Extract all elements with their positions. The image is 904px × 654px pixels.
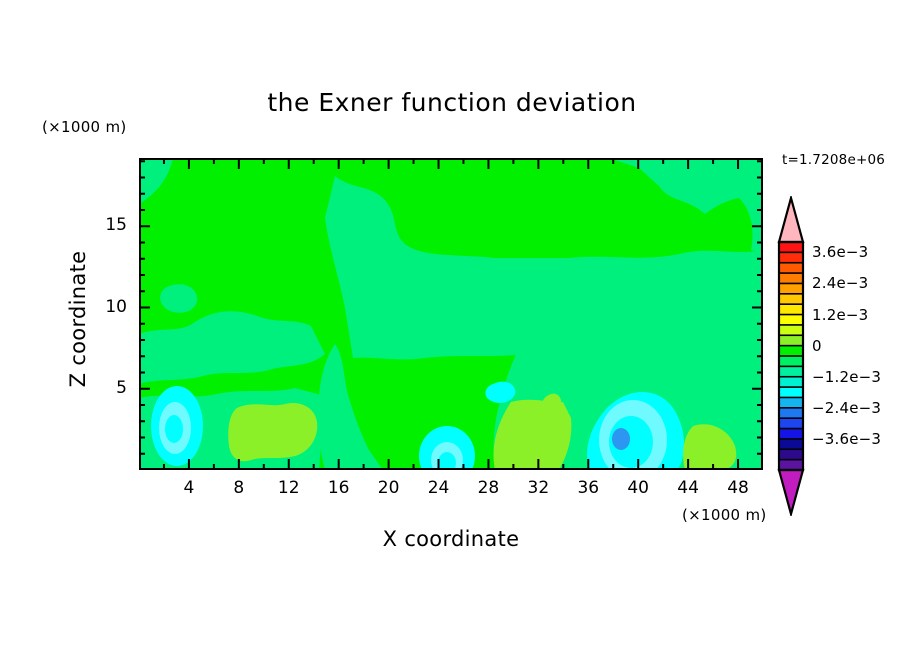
colorbar-tick-label: 1.2e−3 xyxy=(812,305,869,324)
x-tick-label: 4 xyxy=(183,478,195,498)
colorbar-band xyxy=(778,272,804,285)
page-title: the Exner function deviation xyxy=(267,88,637,117)
colorbar-band xyxy=(778,355,804,368)
colorbar-band xyxy=(778,282,804,296)
colorbar-band xyxy=(778,334,804,347)
colorbar-band xyxy=(778,386,804,399)
x-tick-label: 32 xyxy=(527,478,550,498)
x-tick-label: 16 xyxy=(327,478,350,498)
cold-core-marker xyxy=(612,428,630,450)
x-tick-label: 20 xyxy=(377,478,400,498)
colorbar-band xyxy=(778,261,804,275)
x-tick-label: 44 xyxy=(677,478,699,498)
colorbar-under-arrow xyxy=(777,468,805,519)
x-tick-label: 36 xyxy=(577,478,600,498)
x-tick-label: 48 xyxy=(727,478,749,498)
y-tick-label: 15 xyxy=(105,215,127,236)
colorbar-tick-label: −1.2e−3 xyxy=(812,367,882,386)
colorbar-band xyxy=(778,241,804,254)
colorbar-tick-label: −2.4e−3 xyxy=(812,398,882,417)
x-axis-title: X coordinate xyxy=(382,527,520,551)
x-tick-label: 24 xyxy=(427,478,450,498)
colorbar-tick-label: 3.6e−3 xyxy=(812,243,869,262)
colorbar-band xyxy=(778,407,804,420)
colorbar-band xyxy=(778,438,804,451)
colorbar-over-arrow xyxy=(777,193,805,244)
plot-frame xyxy=(139,158,763,470)
colorbar-swatches xyxy=(777,193,805,519)
colorbar-band xyxy=(778,375,804,389)
colorbar-band xyxy=(778,458,804,472)
colorbar-band xyxy=(778,324,804,337)
colorbar-tick-label: 0 xyxy=(812,336,822,355)
colorbar[interactable] xyxy=(776,193,806,519)
x-tick-label: 8 xyxy=(233,478,245,498)
contour-field xyxy=(139,158,763,470)
colorbar-band xyxy=(778,448,804,461)
colorbar-band xyxy=(778,344,804,358)
y-tick-label: 5 xyxy=(116,377,127,398)
y-tick-label: 10 xyxy=(105,296,127,317)
x-tick-label: 28 xyxy=(477,478,500,498)
y-axis-unit-label: (×1000 m) xyxy=(42,118,127,136)
colorbar-band xyxy=(778,251,804,264)
colorbar-band xyxy=(778,313,804,327)
colorbar-outline xyxy=(777,240,805,472)
colorbar-band xyxy=(778,417,804,430)
colorbar-tick-label: −3.6e−3 xyxy=(812,429,882,448)
colorbar-band xyxy=(778,396,804,410)
x-tick-label: 40 xyxy=(627,478,649,498)
colorbar-band xyxy=(778,303,804,316)
contour-band-pos1 xyxy=(228,393,737,470)
x-axis-unit-label: (×1000 m) xyxy=(682,506,767,524)
colorbar-band xyxy=(778,365,804,378)
timestamp-label: t=1.7208e+06 xyxy=(782,152,886,168)
colorbar-band xyxy=(778,293,804,306)
x-tick-label: 12 xyxy=(277,478,300,498)
colorbar-tick-label: 2.4e−3 xyxy=(812,274,869,293)
colorbar-band xyxy=(778,427,804,441)
axis-ticks xyxy=(139,158,763,470)
contour-plot-area xyxy=(139,158,763,470)
